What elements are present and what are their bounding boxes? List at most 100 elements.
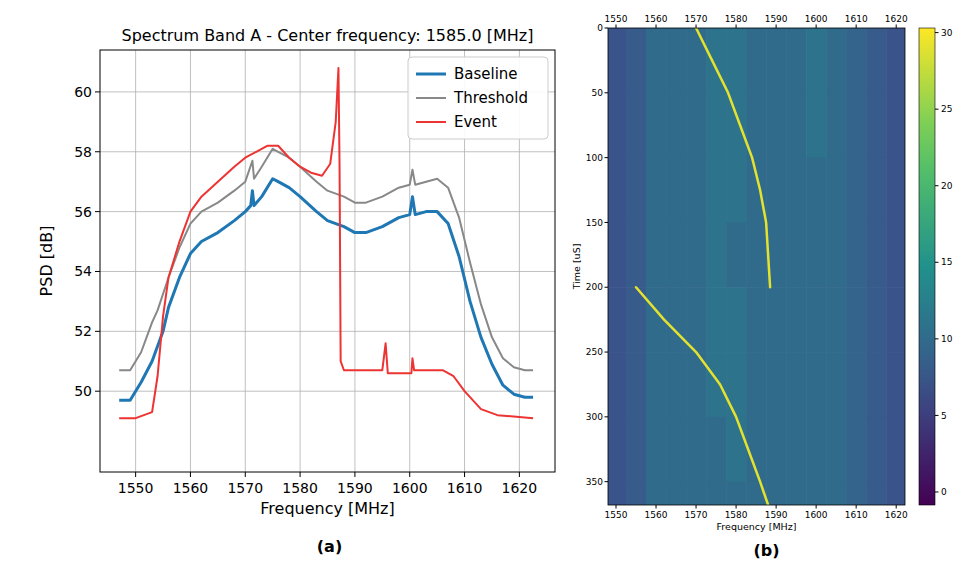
heat-cell: [806, 482, 827, 505]
heat-cell: [666, 287, 687, 352]
heat-cell: [726, 222, 747, 287]
heat-cell: [706, 222, 727, 287]
series-line: [119, 179, 533, 400]
heat-cell: [686, 158, 707, 223]
y-axis-title: Time [uS]: [571, 244, 582, 291]
heat-cell: [846, 28, 867, 93]
tick-label: 1550: [605, 510, 628, 520]
tick: [776, 25, 777, 29]
figure: 1550156015701580159016001610162050525456…: [0, 0, 966, 572]
grid-line: [100, 151, 555, 152]
tick: [95, 91, 100, 92]
heat-cell: [646, 352, 667, 417]
heat-cell: [826, 482, 847, 505]
heat-cell: [886, 352, 905, 417]
heat-cell: [706, 417, 727, 482]
heat-cell: [806, 352, 827, 417]
tick: [816, 505, 817, 509]
heat-cell: [666, 93, 687, 158]
tick: [300, 472, 301, 477]
panel-label: (a): [317, 537, 342, 556]
heat-cell: [608, 417, 627, 482]
tick-label: 1570: [685, 510, 708, 520]
heat-cell: [766, 158, 787, 223]
colorbar-label: 30: [941, 28, 953, 38]
tick: [95, 391, 100, 392]
grid-line: [135, 50, 136, 472]
heat-cell: [646, 417, 667, 482]
heat-cell: [726, 417, 747, 482]
heat-cell: [786, 417, 807, 482]
heat-cell: [608, 158, 627, 223]
heat-cell: [846, 417, 867, 482]
heat-cell: [786, 222, 807, 287]
heat-cell: [626, 28, 647, 93]
heat-cell: [766, 93, 787, 158]
tick-label: 1570: [227, 480, 263, 496]
heat-cell: [608, 352, 627, 417]
tick: [605, 28, 609, 29]
tick-label: 1590: [765, 510, 788, 520]
tick-label: 1600: [805, 510, 828, 520]
tick: [896, 505, 897, 509]
chirp-trace: [696, 28, 770, 287]
grid-line: [354, 50, 355, 472]
heat-cell: [746, 352, 767, 417]
tick-label: 1580: [725, 14, 748, 24]
heat-cell: [886, 287, 905, 352]
tick-label: 50: [592, 88, 604, 98]
heat-cell: [706, 93, 727, 158]
heat-cell: [666, 482, 687, 505]
tick-label: 1610: [447, 480, 483, 496]
heat-cell: [746, 222, 767, 287]
tick: [135, 472, 136, 477]
grid-line: [245, 50, 246, 472]
tick: [519, 472, 520, 477]
heat-cell: [786, 287, 807, 352]
tick: [95, 211, 100, 212]
tick: [935, 338, 939, 339]
grid-line: [300, 50, 301, 472]
heat-cell: [626, 158, 647, 223]
tick-label: 56: [74, 204, 92, 220]
tick-label: 58: [74, 144, 92, 160]
tick: [245, 472, 246, 477]
tick: [95, 331, 100, 332]
heat-cell: [766, 352, 787, 417]
heat-cell: [786, 482, 807, 505]
heat-cell: [866, 93, 887, 158]
heat-cell: [686, 482, 707, 505]
heat-cell: [866, 28, 887, 93]
colorbar-label: 5: [941, 411, 947, 421]
heat-cell: [766, 482, 787, 505]
heat-cell: [866, 158, 887, 223]
heat-cell: [886, 28, 905, 93]
heat-cell: [866, 482, 887, 505]
tick: [776, 505, 777, 509]
tick: [856, 505, 857, 509]
heat-cell: [626, 352, 647, 417]
tick: [605, 416, 609, 417]
heat-cell: [846, 158, 867, 223]
heat-cell: [608, 93, 627, 158]
y-axis-title: PSD [dB]: [37, 226, 56, 297]
grid-line: [100, 211, 555, 212]
heat-cell: [666, 352, 687, 417]
tick: [935, 185, 939, 186]
tick: [935, 109, 939, 110]
legend-label: Threshold: [453, 89, 528, 107]
tick: [605, 157, 609, 158]
heat-cell: [866, 352, 887, 417]
heat-cell: [726, 482, 747, 505]
heat-cell: [806, 93, 827, 158]
heat-cell: [826, 222, 847, 287]
legend-label: Event: [454, 113, 497, 131]
heat-cell: [666, 417, 687, 482]
heat-cell: [706, 352, 727, 417]
tick: [616, 505, 617, 509]
tick: [896, 25, 897, 29]
heat-cell: [846, 287, 867, 352]
heat-cell: [686, 287, 707, 352]
heat-cell: [806, 222, 827, 287]
tick-label: 150: [586, 218, 603, 228]
